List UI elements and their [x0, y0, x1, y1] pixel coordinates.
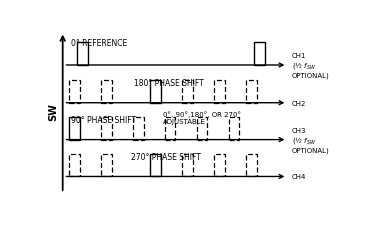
FancyBboxPatch shape	[69, 117, 80, 140]
FancyBboxPatch shape	[69, 81, 80, 103]
FancyBboxPatch shape	[101, 154, 112, 177]
FancyBboxPatch shape	[101, 81, 112, 103]
Text: CH1
(½ $f_{SW}$
OPTIONAL): CH1 (½ $f_{SW}$ OPTIONAL)	[292, 53, 329, 79]
Text: 180° PHASE SHIFT: 180° PHASE SHIFT	[134, 79, 203, 88]
Text: 90° PHASE SHIFT: 90° PHASE SHIFT	[71, 115, 137, 124]
FancyBboxPatch shape	[246, 81, 257, 103]
FancyBboxPatch shape	[254, 43, 265, 66]
FancyBboxPatch shape	[183, 154, 193, 177]
FancyBboxPatch shape	[150, 81, 161, 103]
FancyBboxPatch shape	[133, 117, 144, 140]
Text: 270° PHASE SHIFT: 270° PHASE SHIFT	[131, 152, 201, 161]
FancyBboxPatch shape	[214, 154, 225, 177]
FancyBboxPatch shape	[229, 117, 239, 140]
Text: 0° REFERENCE: 0° REFERENCE	[71, 39, 128, 48]
Text: SW: SW	[48, 102, 58, 120]
FancyBboxPatch shape	[101, 117, 112, 140]
FancyBboxPatch shape	[183, 81, 193, 103]
FancyBboxPatch shape	[69, 154, 80, 177]
FancyBboxPatch shape	[214, 81, 225, 103]
FancyBboxPatch shape	[165, 117, 175, 140]
FancyBboxPatch shape	[77, 43, 88, 66]
Text: CH2: CH2	[292, 100, 306, 106]
FancyBboxPatch shape	[246, 154, 257, 177]
Text: CH4: CH4	[292, 174, 306, 180]
FancyBboxPatch shape	[197, 117, 207, 140]
FancyBboxPatch shape	[150, 154, 161, 177]
Text: 0°, 90°,180°, OR 270°
ADJUSTABLE: 0°, 90°,180°, OR 270° ADJUSTABLE	[163, 111, 241, 124]
Text: CH3
(½ $f_{SW}$
OPTIONAL): CH3 (½ $f_{SW}$ OPTIONAL)	[292, 127, 329, 153]
